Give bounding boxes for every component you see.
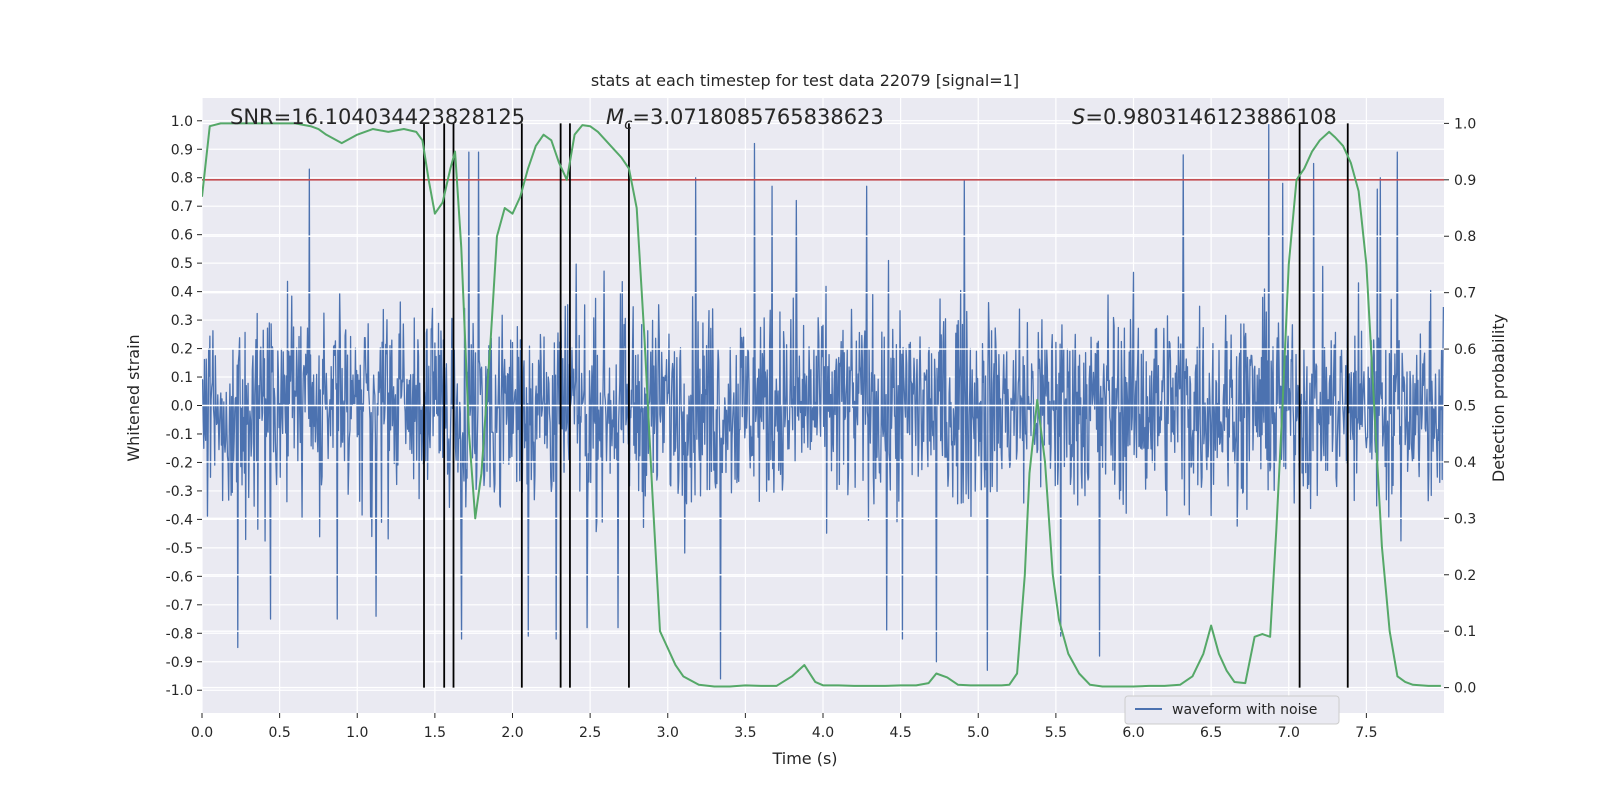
- legend-entry-waveform: waveform with noise: [1172, 702, 1317, 718]
- s-value: =0.9803146123886108: [1085, 105, 1336, 129]
- y2-tick-label: 0.8: [1454, 229, 1476, 245]
- y2-tick-label: 1.0: [1454, 116, 1476, 132]
- y-tick-label: 0.1: [171, 370, 193, 386]
- x-tick-label: 2.0: [501, 725, 523, 741]
- y-tick-label: 0.3: [171, 313, 193, 329]
- y2-tick-label: 0.9: [1454, 173, 1476, 189]
- y-tick-label: 0.7: [171, 199, 193, 215]
- x-tick-label: 4.5: [889, 725, 911, 741]
- chart-title: stats at each timestep for test data 220…: [591, 71, 1019, 90]
- waveform-line: [202, 122, 1444, 680]
- snr-annotation: SNR=16.104034423828125: [230, 105, 525, 129]
- y-tick-label: -0.3: [166, 484, 193, 500]
- y-tick-label: -0.9: [166, 655, 193, 671]
- y-axis-label: Whitened strain: [124, 334, 143, 461]
- y2-tick-label: 0.1: [1454, 624, 1476, 640]
- probability-series: [202, 122, 1441, 688]
- y-tick-label: -0.6: [166, 569, 193, 585]
- y2-axis-label: Detection probability: [1489, 314, 1508, 482]
- x-tick-label: 0.5: [268, 725, 290, 741]
- s-symbol: S: [1072, 105, 1085, 129]
- y-tick-label: -0.5: [166, 541, 193, 557]
- x-tick-label: 6.0: [1122, 725, 1144, 741]
- x-tick-label: 7.0: [1278, 725, 1300, 741]
- y-tick-label: 0.6: [171, 228, 193, 244]
- waveform-series: [202, 122, 1444, 680]
- x-ticks: 0.0 0.5 1.0 1.5 2.0 2.5 3.0 3.5 4.0 4.5 5.0 5.5 6.0 6…: [191, 713, 1378, 741]
- x-axis-label: Time (s): [771, 749, 837, 768]
- x-tick-label: 1.5: [424, 725, 446, 741]
- y-tick-label: -0.7: [166, 598, 193, 614]
- y2-ticks: 0.0 0.1 0.2 0.3 0.4 0.5 0.6 0.7 0.8 0.9 1.0: [1444, 116, 1476, 697]
- y-tick-label: 0.2: [171, 342, 193, 358]
- y2-tick-label: 0.0: [1454, 681, 1476, 697]
- y-tick-label: 1.0: [171, 114, 193, 130]
- x-tick-label: 2.5: [579, 725, 601, 741]
- probability-line: [202, 122, 1441, 688]
- y-tick-label: -0.2: [166, 455, 193, 471]
- x-tick-label: 6.5: [1200, 725, 1222, 741]
- y2-tick-label: 0.3: [1454, 511, 1476, 527]
- y2-tick-label: 0.4: [1454, 455, 1476, 471]
- y2-tick-label: 0.6: [1454, 342, 1476, 358]
- y-tick-label: -0.4: [166, 512, 193, 528]
- y-tick-label: -1.0: [166, 683, 193, 699]
- x-tick-label: 5.0: [967, 725, 989, 741]
- x-tick-label: 3.5: [734, 725, 756, 741]
- mc-subscript: c: [624, 115, 633, 133]
- y2-tick-label: 0.5: [1454, 399, 1476, 415]
- mc-annotation: Mc=3.0718085765838623: [606, 105, 884, 133]
- event-lines: [423, 123, 1349, 688]
- y2-tick-label: 0.2: [1454, 568, 1476, 584]
- legend-box: [1124, 695, 1340, 725]
- x-tick-label: 3.0: [657, 725, 679, 741]
- y-tick-label: 0.4: [171, 285, 193, 301]
- x-tick-label: 0.0: [191, 725, 213, 741]
- y2-tick-label: 0.7: [1454, 286, 1476, 302]
- y-tick-label: 0.5: [171, 256, 193, 272]
- y-tick-label: -0.1: [166, 427, 193, 443]
- y-tick-label: -0.8: [166, 626, 193, 642]
- legend: waveform with noise: [1124, 695, 1340, 725]
- y-ticks: -1.0 -0.9 -0.8 -0.7 -0.6 -0.5 -0.4 -0.3 -0.2 -0.1…: [166, 114, 202, 699]
- mc-value: =3.0718085765838623: [632, 105, 883, 129]
- x-tick-label: 1.0: [346, 725, 368, 741]
- y-tick-label: 0.0: [171, 399, 193, 415]
- s-annotation: S=0.9803146123886108: [1072, 105, 1337, 129]
- y-tick-label: 0.9: [171, 142, 193, 158]
- y-tick-label: 0.8: [171, 171, 193, 187]
- x-tick-label: 4.0: [812, 725, 834, 741]
- mc-symbol: M: [606, 105, 624, 129]
- x-tick-label: 7.5: [1355, 725, 1377, 741]
- x-tick-label: 5.5: [1045, 725, 1067, 741]
